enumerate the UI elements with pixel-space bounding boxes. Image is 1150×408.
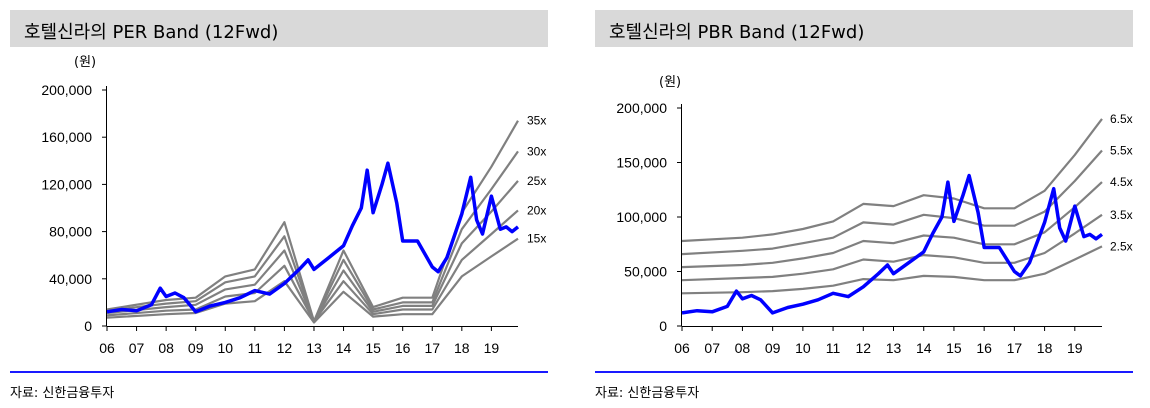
y-tick-label: 200,000 [41,82,92,98]
x-tick-label: 14 [336,340,352,356]
y-tick-label: 0 [659,318,667,334]
x-tick-label: 06 [674,340,690,356]
y-tick-label: 100,000 [616,209,667,225]
x-tick-label: 13 [886,340,902,356]
band-line-5.5x [681,149,1103,256]
band-label: 3.5x [1110,208,1133,222]
band-line-25x [106,180,519,323]
x-tick-label: 19 [484,340,500,356]
band-label: 6.5x [1110,112,1133,126]
x-tick-label: 18 [454,340,470,356]
price-line [681,173,1104,315]
bottom-rule [10,371,548,373]
x-tick-label: 18 [1037,340,1053,356]
chart-title-bar: 호텔신라의 PER Band (12Fwd) [10,10,548,47]
band-line-30x [106,150,519,323]
x-tick-label: 16 [976,340,992,356]
x-tick-label: 13 [306,340,322,356]
y-tick-label: 120,000 [41,176,92,192]
band-line-35x [106,120,519,323]
band-line-20x [106,209,519,323]
bottom-rule [595,371,1133,373]
y-unit-label: (원) [74,55,96,70]
band-label: 25x [527,174,546,188]
x-tick-label: 19 [1067,340,1083,356]
band-label: 15x [527,232,546,246]
band-label: 5.5x [1110,144,1133,158]
chart-title: 호텔신라의 PBR Band (12Fwd) [609,22,865,43]
x-tick-label: 14 [916,340,932,356]
x-tick-label: 10 [795,340,811,356]
x-tick-label: 17 [424,340,440,356]
x-tick-label: 15 [365,340,381,356]
band-label: 4.5x [1110,175,1133,189]
band-label: 30x [527,144,546,158]
band-line-3.5x [681,213,1103,282]
x-tick-label: 12 [856,340,872,356]
y-tick-label: 50,000 [624,264,667,280]
x-tick-label: 15 [946,340,962,356]
x-tick-label: 07 [129,340,145,356]
price-line [106,161,520,314]
x-tick-label: 06 [99,340,115,356]
per-band-chart: (원) 0 40,000 80,000 120,000 160,000 200,000 06 0… [41,55,546,356]
band-label: 20x [527,203,546,217]
x-tick-label: 10 [217,340,233,356]
y-tick-label: 0 [84,318,92,334]
x-tick-label: 17 [1007,340,1023,356]
band-line-6.5x [681,118,1103,243]
x-tick-label: 08 [735,340,751,356]
x-tick-label: 12 [277,340,293,356]
chart-title-bar: 호텔신라의 PBR Band (12Fwd) [595,10,1133,47]
y-unit-label: (원) [659,75,681,90]
x-tick-label: 07 [704,340,720,356]
source-note: 자료: 신한금융투자 [10,386,115,401]
y-tick-label: 40,000 [49,271,92,287]
pbr-band-chart: (원) 0 50,000 100,000 150,000 200,000 06 07 08 09 1… [616,75,1133,356]
band-line-2.5x [681,245,1103,295]
y-tick-label: 150,000 [616,155,667,171]
x-tick-label: 08 [158,340,174,356]
chart-title: 호텔신라의 PER Band (12Fwd) [24,22,279,43]
band-label: 2.5x [1110,239,1133,253]
x-tick-label: 16 [395,340,411,356]
y-tick-label: 200,000 [616,100,667,116]
per-band-chart-panel: 호텔신라의 PER Band (12Fwd) (원) 0 40,000 80,000 1… [0,0,565,408]
x-tick-label: 09 [765,340,781,356]
y-tick-label: 160,000 [41,129,92,145]
x-tick-label: 11 [248,340,263,356]
band-label: 35x [527,114,546,128]
source-note: 자료: 신한금융투자 [595,386,700,401]
y-tick-label: 80,000 [49,224,92,240]
pbr-band-chart-panel: 호텔신라의 PBR Band (12Fwd) (원) 0 50,000 100,000… [585,0,1150,408]
x-tick-label: 09 [188,340,204,356]
x-tick-label: 11 [826,340,841,356]
